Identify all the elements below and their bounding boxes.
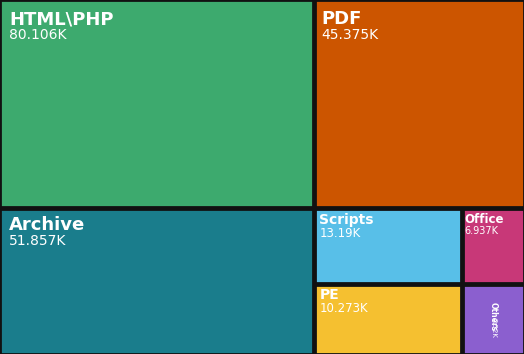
Text: PDF: PDF	[321, 10, 362, 28]
Text: 6.937K: 6.937K	[465, 226, 499, 236]
Text: 80.106K: 80.106K	[9, 28, 67, 42]
Text: 2.52K: 2.52K	[490, 318, 497, 337]
Bar	[0, 209, 313, 354]
Text: HTML\PHP: HTML\PHP	[9, 10, 114, 28]
Text: Scripts: Scripts	[320, 213, 374, 227]
Text: PE: PE	[320, 289, 339, 302]
Bar	[315, 0, 524, 207]
Text: 51.857K: 51.857K	[9, 234, 67, 248]
Text: Archive: Archive	[9, 216, 85, 234]
Bar	[315, 285, 461, 354]
Text: 45.375K: 45.375K	[321, 28, 378, 42]
Text: 13.19K: 13.19K	[320, 227, 361, 240]
Text: Others: Others	[489, 302, 498, 331]
Bar	[315, 209, 461, 283]
Bar	[0, 0, 313, 207]
Bar	[463, 209, 524, 283]
Bar	[463, 285, 524, 354]
Text: 10.273K: 10.273K	[320, 302, 368, 315]
Text: Office: Office	[465, 213, 504, 226]
